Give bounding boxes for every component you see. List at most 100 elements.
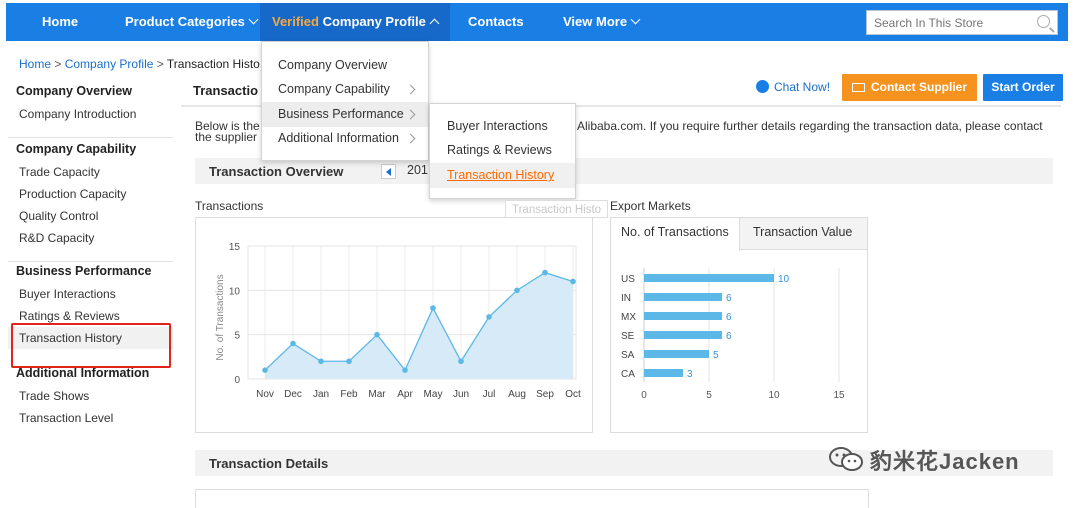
nav-company-profile[interactable]: Verified Company Profile bbox=[260, 3, 450, 41]
watermark-text: 豹米花Jacken bbox=[870, 449, 1020, 474]
tab-no-of-transactions[interactable]: No. of Transactions bbox=[611, 218, 740, 251]
breadcrumb-home[interactable]: Home bbox=[19, 57, 52, 71]
data-point bbox=[318, 358, 324, 365]
chat-now-link[interactable]: Chat Now! bbox=[756, 80, 830, 94]
breadcrumb: Home > Company Profile > Transaction His… bbox=[19, 57, 260, 71]
nav-home[interactable]: Home bbox=[42, 3, 78, 41]
watermark: 豹米花Jacken bbox=[828, 444, 1020, 474]
breadcrumb-separator: > bbox=[156, 57, 164, 71]
nav-view-more[interactable]: View More bbox=[563, 3, 641, 41]
sidebar-item-transaction-history[interactable]: Transaction History bbox=[8, 327, 173, 349]
transaction-overview-title: Transaction Overview bbox=[209, 164, 344, 179]
nav-product-categories[interactable]: Product Categories bbox=[125, 3, 259, 41]
sidebar-item-buyer-interactions[interactable]: Buyer Interactions bbox=[19, 287, 116, 301]
data-point bbox=[570, 278, 576, 285]
x-tick-label: May bbox=[424, 389, 443, 400]
transaction-details-bar: Transaction Details bbox=[195, 450, 1053, 476]
y-tick-label: IN bbox=[621, 293, 631, 304]
sidebar-group-business-performance: Business Performance Buyer Interactions … bbox=[8, 264, 173, 349]
bar bbox=[644, 369, 683, 377]
sidebar-group-additional-information: Additional Information Trade Shows Trans… bbox=[8, 366, 173, 429]
data-point bbox=[262, 367, 268, 373]
x-tick-label: Aug bbox=[508, 389, 526, 400]
x-tick-label: 5 bbox=[706, 390, 712, 401]
bar bbox=[644, 293, 722, 301]
sidebar-group-company-overview: Company Overview Company Introduction bbox=[8, 84, 173, 125]
menu-item-business-performance[interactable]: Business Performance bbox=[262, 102, 428, 127]
export-markets-chart: 0 5 10 15 US 10 IN 6 MX 6 SE 6 SA 5 CA 3 bbox=[621, 268, 845, 401]
search-box bbox=[866, 10, 1058, 35]
contact-supplier-button[interactable]: Contact Supplier bbox=[842, 74, 977, 101]
company-profile-dropdown: Company Overview Company Capability Busi… bbox=[261, 41, 429, 161]
y-tick-label: 15 bbox=[229, 242, 241, 253]
menu-item-label: Company Capability bbox=[278, 82, 390, 96]
data-point bbox=[458, 358, 464, 365]
menu-item-additional-information[interactable]: Additional Information bbox=[262, 126, 428, 151]
top-nav-bar: Home Product Categories Verified Company… bbox=[6, 3, 1068, 41]
nav-product-categories-label: Product Categories bbox=[125, 14, 245, 29]
sidebar-item-rd-capacity[interactable]: R&D Capacity bbox=[19, 231, 95, 245]
sidebar-group-title[interactable]: Company Capability bbox=[16, 142, 137, 156]
sidebar-item-company-introduction[interactable]: Company Introduction bbox=[19, 107, 137, 121]
sidebar-item-production-capacity[interactable]: Production Capacity bbox=[19, 187, 127, 201]
sidebar-group-title[interactable]: Additional Information bbox=[16, 366, 150, 380]
x-tick-label: 0 bbox=[641, 390, 647, 401]
submenu-item-transaction-history[interactable]: Transaction History bbox=[430, 163, 575, 188]
x-tick-label: Nov bbox=[256, 389, 274, 400]
sidebar-group-title[interactable]: Business Performance bbox=[16, 264, 152, 278]
sidebar-item-ratings-reviews[interactable]: Ratings & Reviews bbox=[19, 309, 120, 323]
wechat-logo-icon bbox=[829, 447, 863, 471]
chevron-up-icon bbox=[429, 18, 440, 29]
mail-icon bbox=[851, 83, 865, 92]
export-markets-panel: No. of Transactions Transaction Value 0 5… bbox=[610, 217, 868, 433]
data-point bbox=[430, 305, 436, 311]
x-tick-label: 15 bbox=[833, 390, 845, 401]
submenu-item-ratings-reviews[interactable]: Ratings & Reviews bbox=[447, 143, 552, 157]
sidebar-item-transaction-level[interactable]: Transaction Level bbox=[19, 411, 114, 425]
y-tick-label: 10 bbox=[229, 286, 241, 297]
data-point bbox=[514, 287, 520, 294]
bar bbox=[644, 331, 722, 339]
tab-transaction-value[interactable]: Transaction Value bbox=[740, 218, 867, 250]
chat-icon bbox=[756, 80, 769, 93]
nav-contacts[interactable]: Contacts bbox=[468, 3, 524, 41]
x-tick-label: 10 bbox=[768, 390, 780, 401]
y-tick-label: SE bbox=[621, 331, 635, 342]
year-text: 201 bbox=[407, 163, 428, 177]
export-tabs: No. of Transactions Transaction Value bbox=[611, 218, 867, 251]
contact-supplier-label: Contact Supplier bbox=[870, 80, 967, 94]
chevron-down-icon bbox=[630, 14, 641, 25]
year-prev-icon[interactable] bbox=[381, 164, 396, 179]
chevron-right-icon bbox=[405, 109, 416, 120]
menu-item-company-capability[interactable]: Company Capability bbox=[262, 77, 428, 102]
breadcrumb-company-profile[interactable]: Company Profile bbox=[64, 57, 154, 71]
bar bbox=[644, 312, 722, 320]
sidebar-item-trade-capacity[interactable]: Trade Capacity bbox=[19, 165, 100, 179]
data-point bbox=[346, 358, 352, 365]
sidebar-item-trade-shows[interactable]: Trade Shows bbox=[19, 389, 90, 403]
sidebar-divider bbox=[8, 261, 173, 262]
menu-item-label: Additional Information bbox=[278, 131, 399, 145]
search-icon[interactable] bbox=[1037, 15, 1050, 28]
intro-text: the supplier bbox=[195, 130, 258, 144]
chevron-right-icon bbox=[405, 84, 416, 95]
submenu-item-buyer-interactions[interactable]: Buyer Interactions bbox=[447, 119, 548, 133]
sidebar-item-quality-control[interactable]: Quality Control bbox=[19, 209, 99, 223]
sidebar-divider bbox=[8, 137, 173, 138]
data-point bbox=[290, 340, 296, 347]
data-point bbox=[542, 269, 548, 276]
menu-item-label: Company Overview bbox=[278, 58, 388, 72]
y-tick-label: 0 bbox=[234, 375, 240, 386]
search-input[interactable] bbox=[867, 11, 1027, 34]
nav-view-more-label: View More bbox=[563, 14, 628, 29]
transaction-overview-bar: Transaction Overview 201 bbox=[195, 158, 1053, 184]
y-tick-label: 5 bbox=[234, 331, 240, 342]
menu-item-company-overview[interactable]: Company Overview bbox=[262, 53, 428, 78]
tooltip: Transaction Histo bbox=[505, 200, 609, 218]
menu-item-label: Business Performance bbox=[278, 107, 404, 121]
start-order-button[interactable]: Start Order bbox=[983, 74, 1063, 101]
sidebar-group-title[interactable]: Company Overview bbox=[16, 84, 133, 98]
x-tick-label: Oct bbox=[565, 389, 581, 400]
breadcrumb-separator: > bbox=[54, 57, 62, 71]
y-tick-label: US bbox=[621, 274, 635, 285]
